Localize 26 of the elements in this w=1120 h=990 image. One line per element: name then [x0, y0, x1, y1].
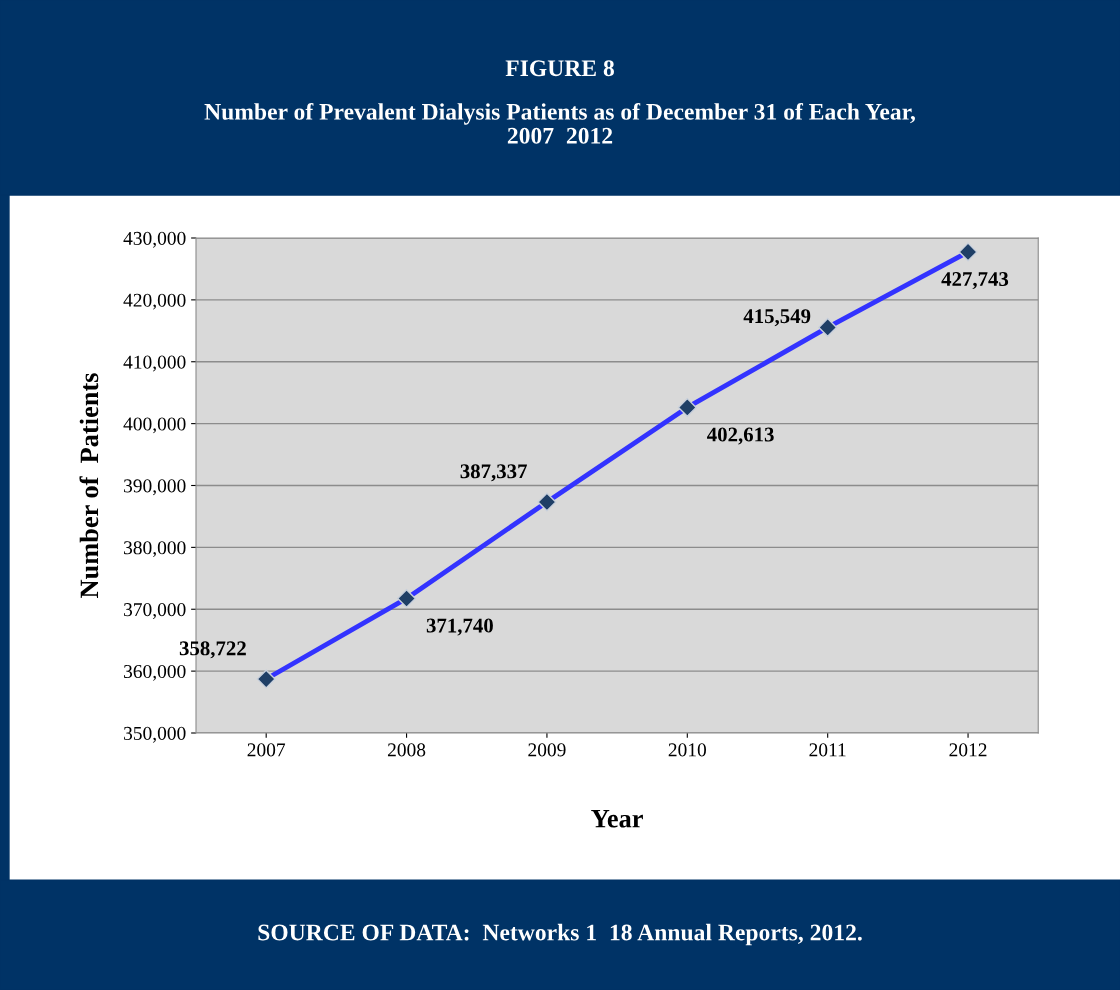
y-tick-label: 400,000 [123, 417, 186, 434]
data-label: 415,549 [743, 309, 811, 327]
y-tick-label: 360,000 [124, 664, 186, 681]
x-tick-label: 2011 [809, 743, 846, 757]
x-axis-title: Year [591, 809, 643, 828]
y-tick-label: 420,000 [123, 293, 186, 310]
y-axis-title: Number of Patients [79, 373, 99, 598]
x-tick-label: 2009 [528, 743, 566, 757]
x-tick-label: 2010 [668, 743, 707, 757]
chart-title: FIGURE 8 [505, 60, 614, 77]
source-note: SOURCE OF DATA: Networks 1 18 Annual Reports, 2012. [258, 923, 862, 946]
y-tick-label: 430,000 [123, 231, 186, 248]
x-tick-label: 2008 [387, 743, 426, 757]
y-tick-label: 410,000 [123, 355, 186, 372]
data-label: 387,337 [460, 464, 527, 482]
y-tick-label: 380,000 [124, 541, 186, 558]
data-label: 402,613 [707, 427, 774, 445]
y-tick-label: 350,000 [124, 726, 186, 743]
data-label: 427,743 [941, 272, 1009, 290]
x-tick-label: 2012 [949, 743, 987, 757]
data-label: 371,740 [426, 618, 493, 636]
x-tick-label: 2007 [247, 743, 286, 757]
y-tick-label: 370,000 [124, 603, 186, 619]
y-tick-label: 390,000 [124, 479, 186, 496]
chart-subtitle: Number of Prevalent Dialysis Patients as of December 31 of Each Year, 2007 2012 [204, 102, 915, 144]
data-label: 358,722 [179, 641, 246, 659]
